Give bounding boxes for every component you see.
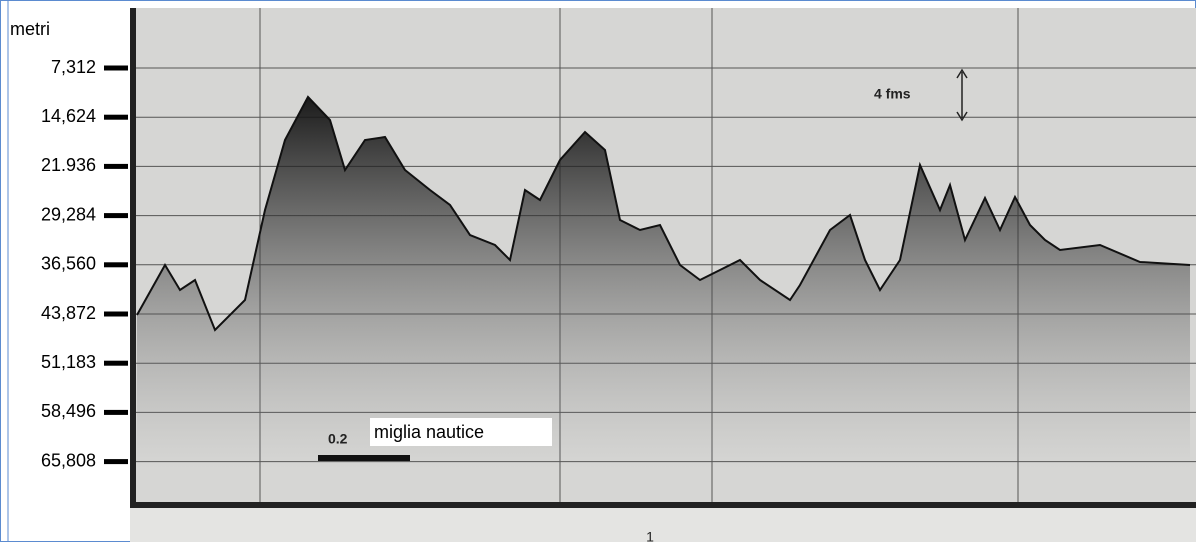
scale-bar — [318, 455, 410, 461]
bottom-border — [130, 502, 1196, 508]
tick-mark — [104, 409, 128, 415]
paper-margin — [130, 508, 1196, 542]
scale-label: 0.2 — [328, 431, 348, 447]
tick-mark — [104, 262, 128, 268]
tick-label: 43,872 — [41, 303, 96, 323]
seabed-line — [136, 95, 1191, 332]
tick-mark — [104, 459, 128, 465]
tick-label: 65,808 — [41, 450, 96, 470]
left-border — [130, 8, 136, 508]
range-label: 4 fms — [874, 86, 911, 102]
tick-mark — [104, 114, 128, 120]
bottom-mark: 1 — [646, 529, 654, 542]
tick-mark — [104, 360, 128, 366]
tick-mark — [104, 311, 128, 317]
tick-label: 36,560 — [41, 254, 96, 274]
tick-label: 51,183 — [41, 352, 96, 372]
tick-label: 21.936 — [41, 155, 96, 175]
arrow-heads — [956, 68, 968, 122]
tick-label: 29,284 — [41, 204, 96, 224]
axis-title: metri — [10, 19, 50, 39]
scale-unit-box — [370, 418, 552, 446]
tick-mark — [104, 213, 128, 219]
tick-label: 14,624 — [41, 106, 96, 126]
echo-profile — [137, 97, 1190, 470]
scale-unit: miglia nautice — [374, 422, 484, 442]
tick-label: 58,496 — [41, 401, 96, 421]
tick-label: 7,312 — [51, 57, 96, 77]
tick-mark — [104, 65, 128, 71]
tick-mark — [104, 163, 128, 169]
